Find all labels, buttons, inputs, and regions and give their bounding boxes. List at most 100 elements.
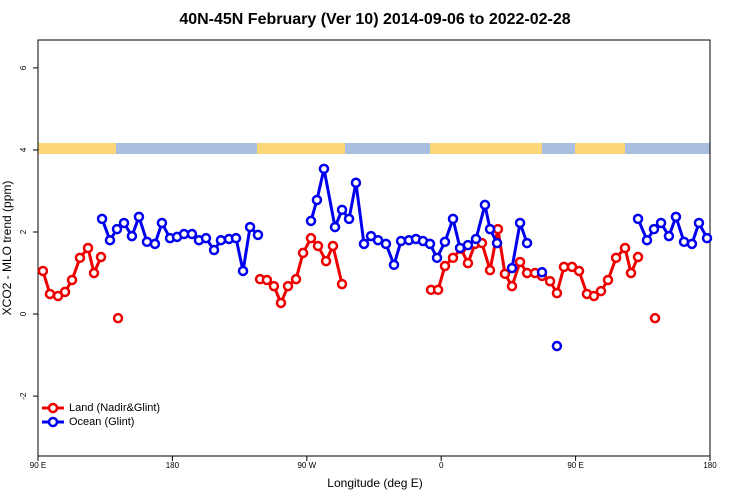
point: [230, 232, 242, 244]
x-tick-label: 0: [439, 461, 444, 470]
point: [261, 274, 273, 286]
point: [484, 223, 496, 235]
point: [514, 217, 526, 229]
point: [372, 234, 384, 246]
point: [336, 278, 348, 290]
point: [595, 285, 607, 297]
point: [244, 221, 256, 233]
x-axis-label: Longitude (deg E): [327, 476, 422, 490]
point: [82, 242, 94, 254]
point: [156, 217, 168, 229]
legend-label: Land (Nadir&Glint): [69, 402, 160, 414]
ocean-strip: [38, 143, 710, 154]
land-strip: [38, 143, 116, 154]
point: [462, 257, 474, 269]
point: [424, 238, 436, 250]
point: [74, 252, 86, 264]
point: [275, 297, 287, 309]
point: [649, 312, 661, 324]
point: [268, 280, 280, 292]
legend-label: Ocean (Glint): [69, 416, 134, 428]
point: [558, 261, 570, 273]
point: [237, 265, 249, 277]
point: [521, 237, 533, 249]
point: [551, 340, 563, 352]
point: [104, 234, 116, 246]
point: [59, 286, 71, 298]
x-tick-label: 180: [166, 461, 180, 470]
point: [215, 234, 227, 246]
point: [462, 239, 474, 251]
x-tick-label: 90 E: [30, 461, 46, 470]
point: [588, 290, 600, 302]
point: [312, 240, 324, 252]
plot-frame: [37, 39, 711, 457]
point: [632, 213, 644, 225]
point: [343, 213, 355, 225]
point: [200, 232, 212, 244]
land-strip: [430, 143, 542, 154]
legend-marker: [47, 402, 59, 414]
point: [327, 240, 339, 252]
point: [358, 238, 370, 250]
y-tick-label: 6: [19, 65, 28, 70]
point: [447, 252, 459, 264]
point: [641, 234, 653, 246]
point: [491, 237, 503, 249]
point: [282, 280, 294, 292]
point: [305, 232, 317, 244]
point: [336, 204, 348, 216]
point: [208, 244, 220, 256]
point: [514, 256, 526, 268]
point: [506, 262, 518, 274]
point: [96, 213, 108, 225]
x-tick-label: 90 W: [297, 461, 316, 470]
y-tick-label: -2: [19, 392, 28, 400]
land-strip: [257, 143, 345, 154]
series-line: [43, 229, 655, 318]
point: [311, 194, 323, 206]
point: [701, 232, 713, 244]
point: [506, 280, 518, 292]
point: [186, 228, 198, 240]
point: [320, 255, 332, 267]
point: [297, 247, 309, 259]
point: [350, 177, 362, 189]
x-tick-label: 90 E: [567, 461, 583, 470]
point: [536, 266, 548, 278]
point: [318, 163, 330, 175]
point: [619, 242, 631, 254]
point: [632, 251, 644, 263]
point: [329, 221, 341, 233]
point: [111, 223, 123, 235]
point: [663, 230, 675, 242]
point: [118, 217, 130, 229]
point: [252, 229, 264, 241]
point: [573, 265, 585, 277]
point: [126, 230, 138, 242]
point: [305, 215, 317, 227]
land-strip: [575, 143, 625, 154]
point: [484, 264, 496, 276]
point: [149, 238, 161, 250]
legend-marker: [47, 416, 59, 428]
point: [290, 273, 302, 285]
surface-strip: [38, 143, 710, 154]
point: [648, 223, 660, 235]
y-tick-label: 4: [19, 147, 28, 152]
point: [544, 275, 556, 287]
point: [670, 211, 682, 223]
point: [686, 238, 698, 250]
point: [380, 238, 392, 250]
point: [37, 265, 49, 277]
point: [610, 252, 622, 264]
point: [432, 284, 444, 296]
point: [431, 252, 443, 264]
point: [499, 268, 511, 280]
point: [625, 267, 637, 279]
y-axis-label: XCO2 - MLO trend (ppm): [0, 181, 14, 316]
point: [479, 199, 491, 211]
point: [439, 260, 451, 272]
point: [133, 211, 145, 223]
